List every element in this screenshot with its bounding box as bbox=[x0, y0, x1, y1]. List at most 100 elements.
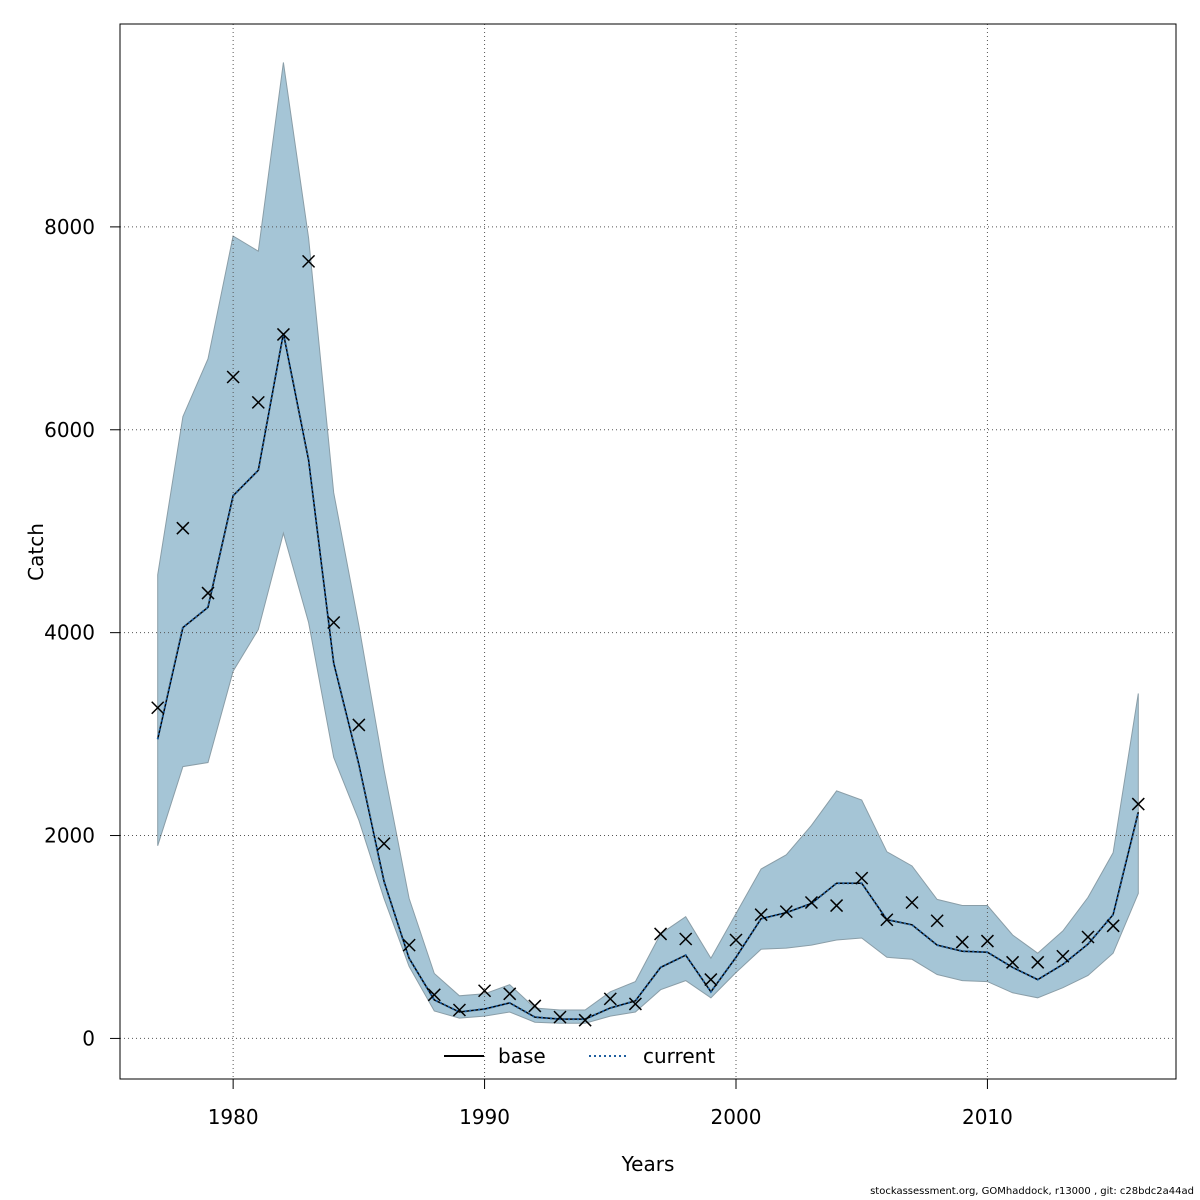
observed-point bbox=[176, 521, 190, 535]
grid-layer bbox=[120, 24, 1176, 1079]
observed-point bbox=[478, 984, 492, 998]
observed-point bbox=[804, 895, 818, 910]
footer-credit: stockassessment.org, GOMhaddock, r13000 … bbox=[870, 1186, 1194, 1197]
observed-point-stroke bbox=[578, 1013, 592, 1027]
observed-point bbox=[1106, 919, 1120, 933]
observed-point bbox=[704, 973, 718, 987]
observed-point-stroke bbox=[1131, 797, 1145, 811]
observed-point bbox=[327, 615, 341, 630]
observed-point-stroke bbox=[1031, 955, 1045, 969]
observed-point-stroke bbox=[302, 254, 316, 268]
series-line-current bbox=[156, 333, 1140, 1021]
x-tick-label: 1990 bbox=[459, 1105, 510, 1129]
observed-point bbox=[377, 837, 391, 851]
observed-point bbox=[1056, 949, 1070, 963]
observed-point bbox=[880, 913, 894, 927]
legend: base current bbox=[444, 1044, 715, 1068]
observed-point-stroke bbox=[855, 871, 869, 885]
observed-point bbox=[151, 701, 165, 715]
observed-point-stroke bbox=[1106, 919, 1120, 933]
observed-point-stroke bbox=[679, 932, 693, 946]
observed-point-stroke bbox=[754, 908, 768, 922]
observed-point-stroke bbox=[804, 895, 818, 910]
observed-point bbox=[302, 254, 316, 268]
observed-point bbox=[226, 370, 240, 384]
observed-point-stroke bbox=[628, 997, 642, 1011]
observed-point bbox=[503, 987, 517, 1001]
observed-point-stroke bbox=[779, 905, 793, 919]
observed-point bbox=[729, 933, 743, 947]
observed-point-stroke bbox=[352, 718, 366, 732]
observed-point-stroke bbox=[251, 395, 265, 409]
y-tick-label: 8000 bbox=[44, 215, 95, 239]
observed-point-stroke bbox=[654, 927, 668, 941]
observed-point bbox=[628, 997, 642, 1011]
observed-point-stroke bbox=[1006, 955, 1020, 969]
observed-point-stroke bbox=[930, 914, 944, 928]
y-tick-label: 2000 bbox=[44, 824, 95, 848]
confidence-band bbox=[157, 62, 1139, 1024]
observed-point bbox=[352, 718, 366, 732]
observed-point-stroke bbox=[1056, 949, 1070, 963]
observed-point bbox=[578, 1013, 592, 1027]
observed-point bbox=[201, 586, 215, 600]
observed-point-stroke bbox=[226, 370, 240, 384]
y-tick-label: 0 bbox=[82, 1026, 95, 1050]
observed-point-stroke bbox=[176, 521, 190, 535]
observed-point bbox=[276, 327, 290, 341]
observed-point bbox=[603, 992, 617, 1006]
observed-point bbox=[402, 938, 416, 952]
observed-point bbox=[553, 1010, 567, 1024]
x-tick-label: 2000 bbox=[711, 1105, 762, 1129]
y-tick-label: 6000 bbox=[44, 418, 95, 442]
observed-point bbox=[754, 908, 768, 922]
observed-point bbox=[1081, 930, 1095, 944]
observed-point bbox=[930, 914, 944, 928]
plot-frame bbox=[119, 23, 1177, 1080]
x-tick-label: 2010 bbox=[962, 1105, 1013, 1129]
observed-point-stroke bbox=[503, 987, 517, 1001]
observed-point-stroke bbox=[1081, 930, 1095, 944]
series-layer bbox=[156, 333, 1140, 1021]
y-tick-label: 4000 bbox=[44, 621, 95, 645]
observed-point-stroke bbox=[201, 586, 215, 600]
observed-point-stroke bbox=[880, 913, 894, 927]
observed-point-stroke bbox=[427, 988, 441, 1002]
observed-point bbox=[779, 905, 793, 919]
observed-markers-layer bbox=[151, 254, 1145, 1027]
observed-point-stroke bbox=[905, 895, 919, 910]
observed-point-stroke bbox=[955, 935, 969, 949]
legend-current-label: current bbox=[643, 1044, 715, 1068]
observed-point-stroke bbox=[553, 1010, 567, 1024]
observed-point-stroke bbox=[729, 933, 743, 947]
observed-point-stroke bbox=[327, 615, 341, 630]
observed-point bbox=[955, 935, 969, 949]
x-tick-label: 1980 bbox=[208, 1105, 259, 1129]
confidence-band-layer bbox=[157, 62, 1139, 1024]
x-axis-label: Years bbox=[621, 1152, 675, 1176]
observed-point bbox=[830, 899, 844, 913]
observed-point bbox=[528, 999, 542, 1013]
observed-point bbox=[679, 932, 693, 946]
observed-point-stroke bbox=[830, 899, 844, 913]
observed-point bbox=[452, 1003, 466, 1017]
observed-point bbox=[427, 988, 441, 1002]
observed-point bbox=[654, 927, 668, 941]
observed-point bbox=[1006, 955, 1020, 969]
observed-point-stroke bbox=[704, 973, 718, 987]
observed-point-stroke bbox=[402, 938, 416, 952]
y-axis-label: Catch bbox=[24, 523, 48, 581]
observed-point-stroke bbox=[603, 992, 617, 1006]
legend-base-label: base bbox=[498, 1044, 546, 1068]
observed-point bbox=[251, 395, 265, 409]
observed-point-stroke bbox=[452, 1003, 466, 1017]
observed-point-stroke bbox=[478, 984, 492, 998]
y-axis: 0 2000 4000 6000 8000 bbox=[44, 215, 120, 1050]
observed-point bbox=[905, 895, 919, 910]
observed-point bbox=[1031, 955, 1045, 969]
x-axis: 1980 1990 2000 2010 bbox=[208, 1079, 1013, 1129]
observed-point bbox=[1131, 797, 1145, 811]
observed-point-stroke bbox=[980, 934, 994, 948]
observed-point bbox=[855, 871, 869, 885]
